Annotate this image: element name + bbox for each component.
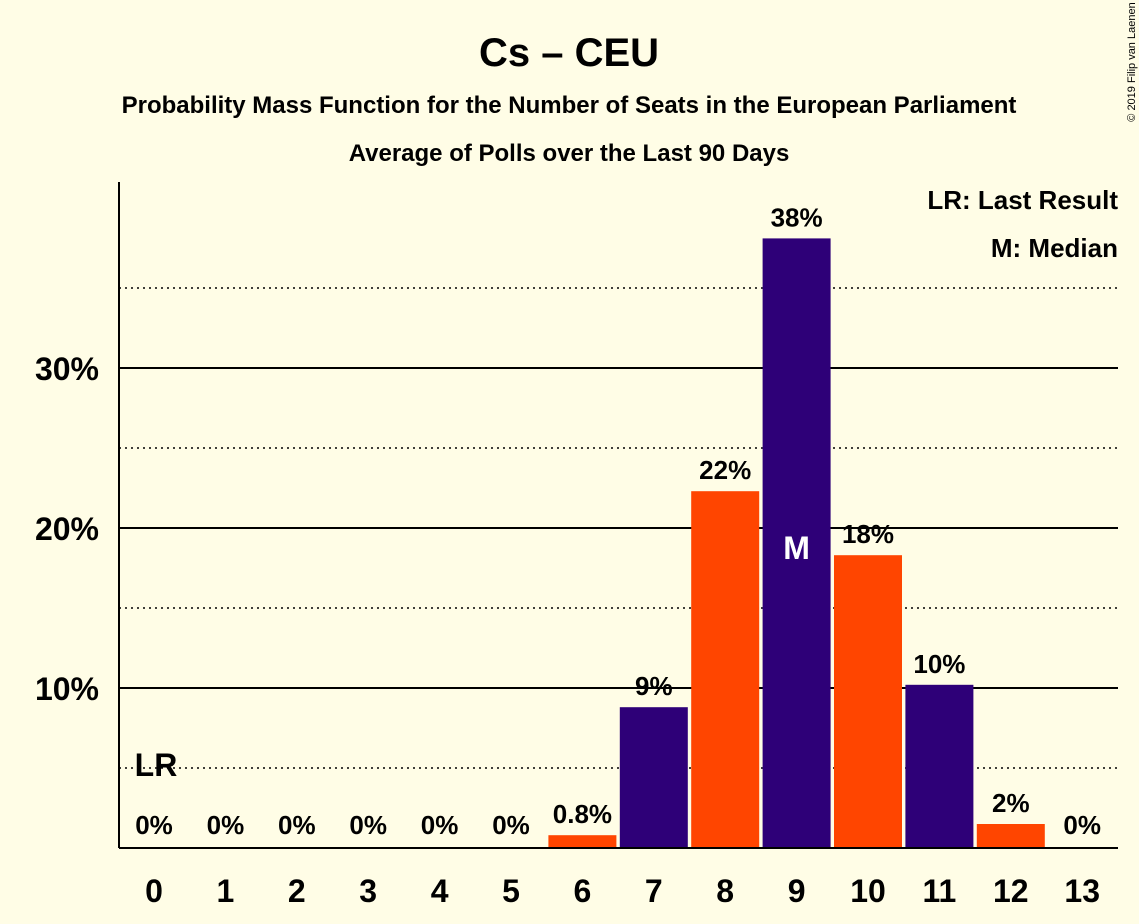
x-tick-label: 9	[788, 873, 806, 909]
bar-value-label: 22%	[699, 455, 751, 485]
x-tick-label: 1	[217, 873, 235, 909]
last-result-marker: LR	[135, 747, 178, 783]
bar-value-label: 2%	[992, 788, 1030, 818]
bar-value-label: 0%	[492, 810, 530, 840]
y-tick-label: 20%	[35, 511, 99, 547]
x-tick-label: 2	[288, 873, 306, 909]
bar-value-label: 10%	[913, 649, 965, 679]
axes	[118, 182, 1118, 849]
chart-subtitle-2: Average of Polls over the Last 90 Days	[349, 140, 790, 167]
bar-value-label: 0%	[207, 810, 245, 840]
x-tick-label: 12	[993, 873, 1029, 909]
bar-value-label: 18%	[842, 519, 894, 549]
bar-value-label: 0%	[1063, 810, 1101, 840]
median-marker: M	[783, 530, 810, 566]
copyright-notice: © 2019 Filip van Laenen	[1126, 2, 1138, 121]
bar-value-label: 0%	[278, 810, 316, 840]
x-tick-label: 11	[922, 873, 956, 909]
bar	[905, 684, 974, 848]
y-tick-label: 10%	[35, 671, 99, 707]
x-tick-label: 13	[1064, 873, 1100, 909]
bar-value-label: 0.8%	[553, 799, 612, 829]
x-tick-label: 8	[716, 873, 734, 909]
bar	[976, 824, 1045, 848]
bar-value-label: 0%	[349, 810, 387, 840]
chart-subtitle: Probability Mass Function for the Number…	[122, 92, 1017, 119]
legend-last-result: LR: Last Result	[927, 185, 1118, 215]
bar	[619, 707, 688, 848]
legend-median: M: Median	[991, 233, 1118, 263]
bar-value-label: 38%	[771, 202, 823, 232]
x-tick-label: 4	[431, 873, 449, 909]
x-tick-label: 3	[359, 873, 377, 909]
x-tick-label: 0	[145, 873, 163, 909]
labels: 10%20%30%0%00%10%20%30%40%50.8%69%722%83…	[35, 202, 1101, 909]
bar-value-label: 0%	[421, 810, 459, 840]
bar	[548, 835, 617, 848]
x-tick-label: 6	[574, 873, 592, 909]
chart-title: Cs – CEU	[479, 31, 659, 75]
bars	[548, 238, 1045, 848]
x-tick-label: 5	[502, 873, 520, 909]
bar	[834, 555, 902, 848]
bar-value-label: 0%	[135, 810, 173, 840]
bar-value-label: 9%	[635, 671, 673, 701]
x-tick-label: 7	[645, 873, 663, 909]
x-tick-label: 10	[850, 873, 886, 909]
bar	[762, 238, 831, 848]
y-tick-label: 30%	[35, 351, 99, 387]
bar	[691, 491, 760, 848]
